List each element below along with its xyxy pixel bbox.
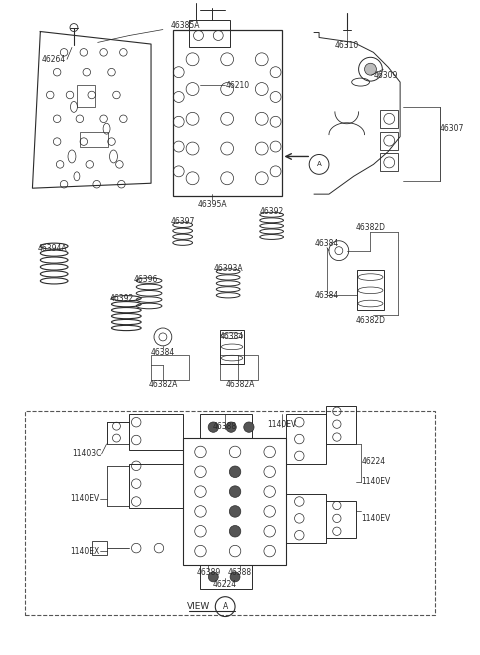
Text: 46384: 46384 [220,333,244,341]
Text: 46382D: 46382D [356,223,385,233]
Text: 1140EV: 1140EV [361,477,391,486]
Text: 46389: 46389 [196,569,220,578]
Bar [287,494,326,543]
Text: 46264: 46264 [42,55,66,64]
Text: 1140EV: 1140EV [361,514,391,523]
Bar [129,464,183,508]
Text: A: A [317,161,322,168]
Bar [380,110,398,128]
Bar [107,422,129,444]
Text: 46384: 46384 [315,291,339,300]
Circle shape [229,466,241,477]
Text: 46392: 46392 [260,208,284,217]
Bar [129,414,183,450]
Text: 46224: 46224 [361,457,386,466]
Text: 46210: 46210 [226,81,250,90]
Text: 46384: 46384 [151,348,175,357]
Bar [201,565,252,589]
Bar [92,541,107,555]
Text: 46382A: 46382A [148,380,178,389]
Bar [220,355,258,379]
Circle shape [229,486,241,497]
Bar [173,29,281,196]
Circle shape [244,422,254,432]
Circle shape [226,422,236,432]
Bar [326,406,356,444]
Text: 1140EX: 1140EX [71,546,100,555]
Text: 46393A: 46393A [213,264,243,273]
Bar [220,330,244,364]
Bar [357,271,384,310]
Text: 46396: 46396 [134,275,158,284]
Bar [201,414,252,438]
Text: 46385A: 46385A [171,21,200,30]
Text: 46310: 46310 [335,41,359,50]
Circle shape [230,572,240,582]
Text: 46388: 46388 [213,422,237,430]
Text: 46388: 46388 [228,569,252,578]
Text: 11403C: 11403C [72,449,102,458]
Text: 46382A: 46382A [225,380,255,389]
Circle shape [208,572,218,582]
Text: 46384: 46384 [315,239,339,248]
Bar [77,85,95,107]
Text: 46382D: 46382D [356,316,385,325]
Bar [80,132,108,147]
Bar [380,132,398,149]
Bar [183,438,287,565]
Text: VIEW: VIEW [187,602,210,611]
Circle shape [229,525,241,537]
Circle shape [208,422,218,432]
Text: 46395A: 46395A [197,200,227,208]
Text: 46224: 46224 [213,580,237,590]
Text: 46309: 46309 [373,71,398,80]
Text: 46307: 46307 [440,124,464,133]
Text: A: A [223,602,228,611]
Text: 46394A: 46394A [37,244,67,253]
Bar [326,500,356,538]
Text: 46392: 46392 [109,293,133,303]
Text: 1140EV: 1140EV [71,494,100,503]
Text: 1140EV: 1140EV [267,420,296,428]
Circle shape [364,64,376,75]
Bar [189,20,230,47]
Text: 46397: 46397 [170,217,195,227]
Bar [380,153,398,172]
Bar [151,355,189,379]
Bar [287,414,326,464]
Circle shape [229,506,241,517]
Bar [24,411,435,614]
